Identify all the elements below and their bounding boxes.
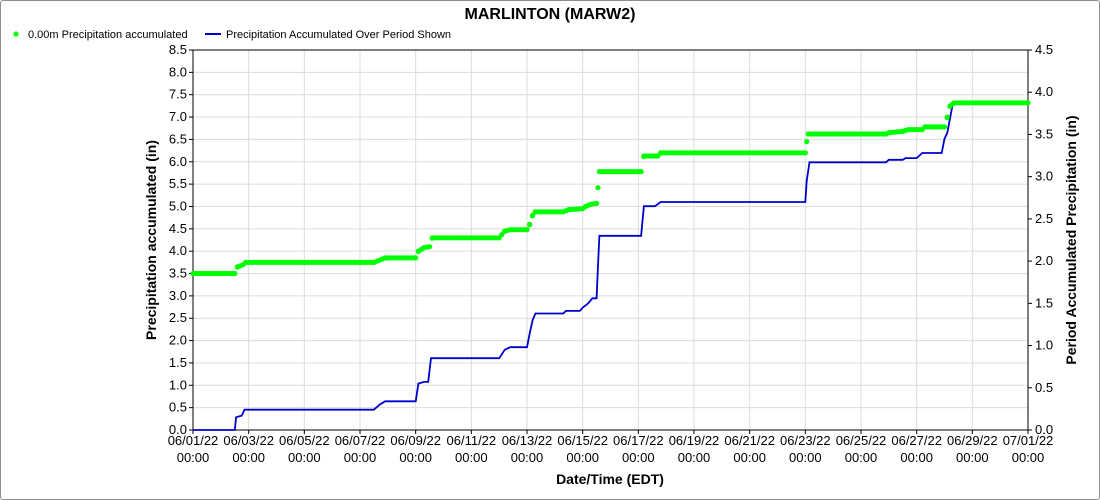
- right-tick-label: 0.5: [1035, 380, 1053, 395]
- legend-label-precip-accumulated: 0.00m Precipitation accumulated: [28, 29, 188, 41]
- left-tick-label: 7.5: [169, 87, 187, 102]
- left-tick-label: 6.0: [169, 154, 187, 169]
- precip-point: [804, 139, 810, 145]
- left-tick-label: 6.5: [169, 131, 187, 146]
- precip-point: [638, 169, 644, 175]
- x-tick-date: 06/29/22: [947, 433, 998, 448]
- x-tick-date: 06/07/22: [335, 433, 386, 448]
- series-precip-accumulated: [190, 100, 1031, 277]
- precip-point: [595, 185, 601, 191]
- precip-point: [524, 227, 530, 233]
- left-tick-label: 4.5: [169, 221, 187, 236]
- x-tick-time: 00:00: [288, 450, 321, 465]
- precip-point: [232, 270, 238, 277]
- x-tick-date: 07/01/22: [1003, 433, 1054, 448]
- right-tick-label: 4.5: [1035, 42, 1053, 57]
- legend-label-period-accumulated: Precipitation Accumulated Over Period Sh…: [226, 29, 451, 41]
- left-tick-label: 5.0: [169, 198, 187, 213]
- x-tick-time: 00:00: [511, 450, 544, 465]
- right-tick-label: 1.0: [1035, 338, 1053, 353]
- right-y-axis: 0.0 0.5 1.0 1.5 2.0 2.5 3.0 3.5 4.0 4.5: [1028, 42, 1053, 437]
- x-tick-date: 06/21/22: [724, 433, 775, 448]
- left-tick-label: 0.0: [169, 422, 187, 437]
- period-accumulated-line: [193, 102, 1028, 431]
- right-tick-label: 3.5: [1035, 126, 1053, 141]
- x-tick-time: 00:00: [566, 450, 599, 465]
- plot-border: [192, 49, 1029, 431]
- x-tick-date: 06/25/22: [836, 433, 887, 448]
- left-tick-label: 2.0: [169, 333, 187, 348]
- left-y-axis-title: Precipitation accumulated (in): [143, 140, 159, 340]
- x-tick-time: 00:00: [678, 450, 711, 465]
- x-tick-time: 00:00: [1012, 450, 1045, 465]
- x-axis: 06/01/22 00:00 06/03/22 00:00 06/05/22 00:00 0…: [168, 430, 1054, 465]
- left-tick-label: 0.5: [169, 400, 187, 415]
- x-tick-time: 00:00: [900, 450, 933, 465]
- series-period-accumulated: [193, 102, 1028, 431]
- x-tick-date: 06/11/22: [447, 433, 497, 448]
- left-tick-label: 3.0: [169, 288, 187, 303]
- x-tick-date: 06/13/22: [502, 433, 553, 448]
- precip-point: [427, 244, 433, 250]
- right-tick-label: 1.5: [1035, 295, 1053, 310]
- x-tick-date: 06/23/22: [780, 433, 831, 448]
- plot-area: [192, 49, 1029, 431]
- precip-point: [527, 221, 533, 227]
- x-tick-date: 06/27/22: [891, 433, 942, 448]
- x-tick-date: 06/03/22: [223, 433, 274, 448]
- left-tick-label: 1.5: [169, 355, 187, 370]
- precip-point: [941, 124, 948, 130]
- right-tick-label: 3.0: [1035, 169, 1053, 184]
- left-tick-label: 3.5: [169, 266, 187, 281]
- right-tick-label: 2.0: [1035, 253, 1053, 268]
- grid-lines: [193, 49, 1028, 430]
- x-tick-time: 00:00: [733, 450, 766, 465]
- precip-point: [594, 200, 600, 206]
- left-tick-label: 8.5: [169, 42, 187, 57]
- x-tick-time: 00:00: [232, 450, 265, 465]
- left-tick-label: 2.5: [169, 310, 187, 325]
- chart-title: MARLINTON (MARW2): [465, 6, 636, 23]
- x-tick-time: 00:00: [455, 450, 488, 465]
- precip-point: [1025, 100, 1031, 106]
- left-tick-label: 8.0: [169, 64, 187, 79]
- x-axis-title: Date/Time (EDT): [556, 471, 664, 487]
- left-tick-label: 5.5: [169, 176, 187, 191]
- x-tick-time: 00:00: [956, 450, 989, 465]
- x-tick-date: 06/09/22: [390, 433, 441, 448]
- left-y-axis: 0.0 0.5 1.0 1.5 2.0 2.5 3.0 3.5 4.0 4.5 5.0 5.5 6.0 6…: [169, 42, 193, 437]
- precip-point: [944, 114, 950, 120]
- x-tick-date: 06/01/22: [168, 433, 219, 448]
- precip-point: [413, 255, 419, 261]
- x-tick-time: 00:00: [622, 450, 655, 465]
- x-tick-time: 00:00: [177, 450, 210, 465]
- x-tick-time: 00:00: [399, 450, 432, 465]
- x-tick-date: 06/15/22: [557, 433, 608, 448]
- x-tick-date: 06/19/22: [669, 433, 720, 448]
- x-tick-time: 00:00: [789, 450, 822, 465]
- right-tick-label: 0.0: [1035, 422, 1053, 437]
- legend-dot-icon: [13, 31, 19, 37]
- legend: 0.00m Precipitation accumulated Precipita…: [13, 29, 451, 41]
- left-tick-label: 7.0: [169, 109, 187, 124]
- left-tick-label: 1.0: [169, 377, 187, 392]
- x-tick-time: 00:00: [845, 450, 878, 465]
- right-tick-label: 2.5: [1035, 211, 1053, 226]
- precip-point: [802, 150, 808, 156]
- x-tick-date: 06/17/22: [613, 433, 664, 448]
- right-y-axis-title: Period Accumulated Precipitation (in): [1063, 115, 1079, 364]
- x-tick-time: 00:00: [344, 450, 377, 465]
- x-tick-date: 06/05/22: [279, 433, 330, 448]
- left-tick-label: 4.0: [169, 243, 187, 258]
- right-tick-label: 4.0: [1035, 84, 1053, 99]
